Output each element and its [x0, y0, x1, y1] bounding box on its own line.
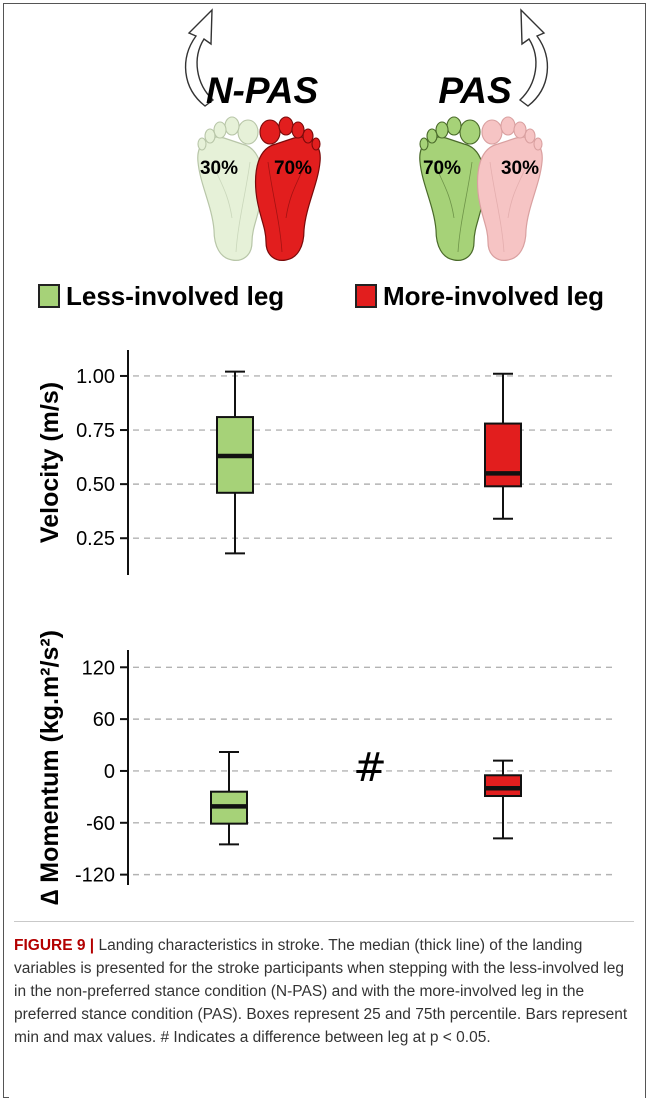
pas-less-foot-toe [435, 121, 449, 139]
legend-swatch-more [355, 284, 377, 308]
npas-less-foot-toe [213, 121, 227, 139]
figure-caption: FIGURE 9 | Landing characteristics in st… [14, 934, 640, 1049]
npas-less-foot-toe [237, 119, 259, 145]
npas-less-foot-toe [197, 137, 207, 151]
caption-divider [14, 921, 634, 922]
header-PAS: PAS [438, 8, 549, 111]
npas-less-foot [197, 116, 264, 261]
y-axis-label: ∆ Momentum (kg.m²/s²) [36, 630, 64, 905]
momentum-chart: -120 -60 0 60 120 ∆ Momentum (kg.m²/s²) # [36, 630, 612, 905]
condition-label-npas: N-PAS [206, 70, 319, 111]
y-tick-label: 0 [104, 761, 115, 783]
figure-frame [2, 3, 646, 1098]
npas-more-foot-toe [291, 121, 305, 139]
y-tick-label: 60 [93, 709, 115, 731]
pas-more-foot [476, 116, 543, 261]
pas-less-foot-toe [426, 128, 438, 144]
condition-label-pas: PAS [438, 70, 512, 111]
npas-more-foot-line [267, 161, 283, 253]
significance-annotation: # [353, 745, 387, 791]
pas-less-foot-line [457, 161, 473, 253]
npas-less-foot-toe [204, 128, 216, 144]
box-more-involved-iqr [484, 422, 522, 488]
y-tick-label: 0.25 [76, 528, 115, 550]
pas-less-foot-toe [419, 137, 429, 151]
figure-graphics: N-PAS PAS 30% 70% 70% 30% Less-involved … [36, 8, 612, 905]
pas-more-foot-line [507, 161, 529, 219]
npas-left-foot-percent: 30% [200, 158, 238, 179]
feet-illustration [197, 116, 543, 261]
pas-more-foot-sole [476, 136, 543, 261]
npas-less-foot-sole [197, 136, 264, 261]
pas-less-foot-toe [459, 119, 481, 145]
pas-more-foot-toe [533, 137, 543, 151]
pas-right-foot-percent: 30% [501, 158, 539, 179]
caption-text: Landing characteristics in stroke. The m… [14, 937, 628, 1046]
velocity-chart: 0.25 0.50 0.75 1.00 Velocity (m/s) [36, 350, 612, 575]
npas-less-foot-line [235, 161, 251, 253]
npas-less-foot-toe [224, 116, 240, 136]
box-more-involved-iqr [484, 774, 522, 798]
pas-more-foot-toe [524, 128, 536, 144]
pas-more-foot-toe [513, 121, 527, 139]
pas-less-foot [419, 116, 486, 261]
npas-less-foot-line [211, 161, 233, 219]
y-axis-label: Velocity (m/s) [36, 382, 64, 543]
y-tick-label: -60 [86, 813, 115, 835]
npas-more-foot-toe [259, 119, 281, 145]
pas-more-foot-toe [500, 116, 516, 136]
curved-arrow-npas-icon [184, 8, 215, 107]
npas-more-foot-toe [302, 128, 314, 144]
pas-more-foot-toe [481, 119, 503, 145]
legend-label-less: Less-involved leg [66, 281, 284, 311]
npas-more-foot-toe [278, 116, 294, 136]
caption-figure-label: FIGURE 9 | [14, 937, 95, 954]
curved-arrow-pas-icon [518, 8, 549, 107]
npas-right-foot-percent: 70% [274, 158, 312, 179]
y-tick-label: 0.50 [76, 474, 115, 496]
npas-more-foot-line [285, 161, 307, 219]
legend: Less-involved leg More-involved leg [38, 281, 604, 311]
legend-label-more: More-involved leg [383, 281, 604, 311]
header-nPAS: N-PAS [184, 8, 319, 111]
pas-less-foot-toe [446, 116, 462, 136]
pas-more-foot-line [489, 161, 505, 253]
legend-swatch-less [38, 284, 60, 308]
y-tick-label: 120 [82, 657, 115, 679]
y-tick-label: 0.75 [76, 420, 115, 442]
npas-more-foot [254, 116, 321, 261]
npas-more-foot-sole [254, 136, 321, 261]
pas-less-foot-line [433, 161, 455, 219]
npas-more-foot-toe [311, 137, 321, 151]
pas-left-foot-percent: 70% [423, 158, 461, 179]
y-tick-label: 1.00 [76, 366, 115, 388]
pas-less-foot-sole [419, 136, 486, 261]
y-tick-label: -120 [75, 865, 115, 887]
